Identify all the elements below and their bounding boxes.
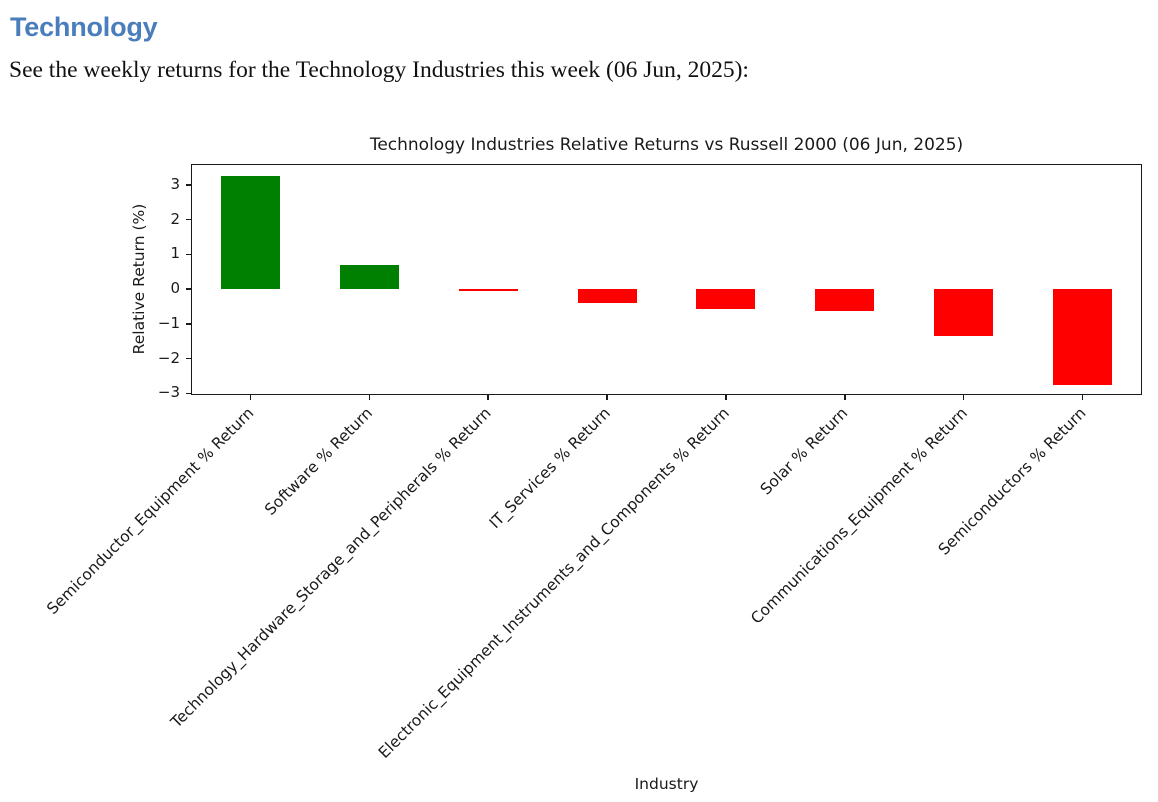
y-tick-mark: [186, 357, 191, 360]
x-tick-label: Semiconductor_Equipment % Return: [43, 404, 258, 618]
y-tick-mark: [186, 323, 191, 325]
bar: [220, 175, 280, 290]
plot-area: [191, 164, 1142, 395]
y-tick-label: −2: [157, 348, 180, 367]
bar: [339, 264, 399, 289]
y-tick-mark: [186, 392, 191, 394]
x-tick-label: Software % Return: [261, 404, 377, 519]
intro-text: See the weekly returns for the Technolog…: [9, 57, 749, 83]
x-tick-label: Solar % Return: [757, 404, 852, 499]
y-tick-label: 2: [170, 209, 180, 228]
bar: [934, 289, 994, 336]
bar: [458, 289, 518, 292]
x-tick-mark: [1081, 395, 1084, 400]
x-tick-mark: [487, 395, 489, 400]
y-tick-mark: [186, 218, 191, 221]
y-tick-label: −3: [157, 383, 180, 402]
x-tick-label: IT_Services % Return: [485, 404, 614, 533]
y-tick-label: 1: [170, 244, 180, 263]
x-tick-mark: [368, 395, 371, 400]
chart-title: Technology Industries Relative Returns v…: [369, 135, 964, 155]
page-title: Technology: [10, 12, 158, 42]
x-tick-label: Communications_Equipment % Return: [746, 404, 971, 628]
y-tick-mark: [186, 288, 191, 290]
bar: [1053, 289, 1113, 385]
x-tick-mark: [725, 395, 727, 400]
y-tick-label: 3: [170, 174, 180, 193]
x-tick-mark: [606, 395, 608, 400]
x-tick-mark: [962, 395, 965, 400]
y-tick-label: 0: [170, 279, 180, 298]
bar: [577, 289, 637, 304]
x-tick-mark: [844, 395, 846, 400]
x-tick-mark: [249, 395, 252, 400]
bar: [815, 289, 875, 311]
bar: [696, 289, 756, 309]
y-tick-label: −1: [157, 313, 180, 332]
y-tick-mark: [186, 184, 191, 186]
y-tick-mark: [186, 253, 191, 256]
x-axis-label: Industry: [634, 775, 699, 793]
